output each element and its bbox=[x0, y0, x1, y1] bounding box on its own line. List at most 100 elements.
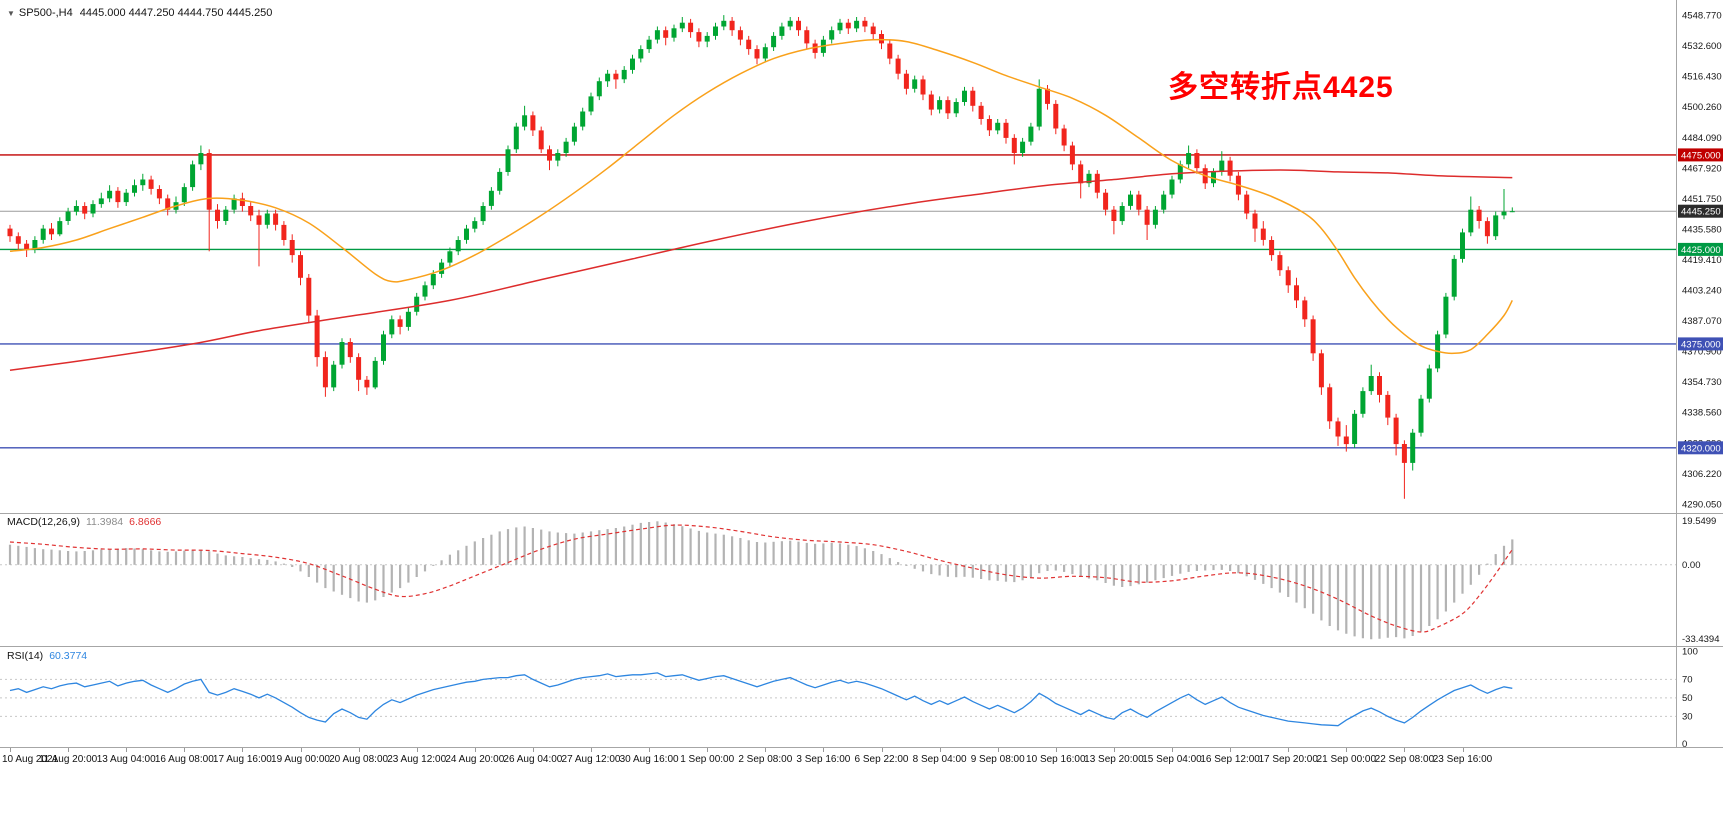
time-axis[interactable]: 10 Aug 2021 11 Aug 20:00 13 Aug 04:00 16 Au… bbox=[0, 748, 1723, 774]
candles-layer bbox=[7, 15, 1515, 499]
price-level-badge: 4445.250 bbox=[1678, 204, 1723, 218]
macd-signal-value: 6.8666 bbox=[129, 516, 162, 528]
time-axis-label: 3 Sep 16:00 bbox=[796, 754, 851, 765]
chart-annotation-text[interactable]: 多空转折点4425 bbox=[1168, 71, 1394, 104]
time-axis-label: 27 Aug 12:00 bbox=[561, 754, 621, 765]
time-axis-tick bbox=[765, 748, 767, 752]
time-axis-label: 21 Sep 00:00 bbox=[1316, 754, 1377, 765]
rsi-value: 60.3774 bbox=[49, 650, 88, 662]
time-axis-label: 20 Aug 08:00 bbox=[329, 754, 389, 765]
time-axis-tick bbox=[474, 748, 476, 752]
rsi-axis-label: 100 bbox=[1682, 647, 1698, 658]
price-axis-label: 4484.090 bbox=[1682, 133, 1722, 144]
time-axis-tick bbox=[416, 748, 418, 752]
time-axis-tick bbox=[68, 748, 70, 752]
macd-axis-label: 0.00 bbox=[1682, 560, 1701, 571]
price-chart-canvas[interactable]: 4548.770 4532.600 4516.430 4500.260 4484.090… bbox=[0, 0, 1723, 513]
price-axis-label: 4370.900 bbox=[1682, 347, 1722, 358]
time-axis-label: 17 Aug 16:00 bbox=[212, 754, 272, 765]
time-axis-label: 30 Aug 16:00 bbox=[619, 754, 679, 765]
time-axis-tick bbox=[184, 748, 186, 752]
macd-axis-label: -33.4394 bbox=[1682, 634, 1720, 645]
symbol-ohlc-label: ▼ SP500-,H4 4445.000 4447.250 4444.750 444… bbox=[7, 7, 272, 19]
time-axis-label: 9 Sep 08:00 bbox=[970, 754, 1025, 765]
time-axis-label: 1 Sep 00:00 bbox=[680, 754, 735, 765]
price-axis-label: 4500.260 bbox=[1682, 102, 1722, 113]
time-axis-tick bbox=[1055, 748, 1057, 752]
price-axis-label: 4419.410 bbox=[1682, 255, 1722, 266]
ma-fast-line bbox=[9, 38, 1513, 355]
rsi-axis-label: 70 bbox=[1682, 674, 1693, 685]
rsi-title: RSI(14) bbox=[7, 650, 44, 662]
pane-separator[interactable] bbox=[0, 513, 1723, 514]
price-axis-label: 4467.920 bbox=[1682, 163, 1722, 174]
pane-separator[interactable] bbox=[0, 646, 1723, 647]
time-axis-label: 13 Sep 20:00 bbox=[1084, 754, 1144, 765]
time-axis-label: 13 Aug 04:00 bbox=[96, 754, 156, 765]
price-axis-label: 4338.560 bbox=[1682, 408, 1722, 419]
rsi-pane-canvas[interactable]: 100 70 50 30 0 bbox=[0, 647, 1723, 747]
time-axis-label: 6 Sep 22:00 bbox=[854, 754, 909, 765]
time-axis-tick bbox=[707, 748, 709, 752]
rsi-axis-label: 30 bbox=[1682, 711, 1693, 722]
time-axis-tick bbox=[126, 748, 128, 752]
time-axis-tick bbox=[300, 748, 302, 752]
price-axis-label: 4354.730 bbox=[1682, 377, 1722, 388]
time-axis-label: 2 Sep 08:00 bbox=[738, 754, 793, 765]
time-axis-tick bbox=[1113, 748, 1115, 752]
price-axis-label: 4451.750 bbox=[1682, 194, 1722, 205]
price-axis-label: 4532.600 bbox=[1682, 41, 1722, 52]
time-axis-label: 24 Aug 20:00 bbox=[445, 754, 505, 765]
time-axis-label: 10 Aug 2021 bbox=[2, 754, 59, 765]
price-axis-label: 4306.220 bbox=[1682, 469, 1722, 480]
svg-text:4445.250: 4445.250 bbox=[1681, 207, 1721, 218]
symbol-dropdown-icon[interactable]: ▼ bbox=[7, 9, 15, 18]
time-axis-tick bbox=[1404, 748, 1406, 752]
rsi-axis-label: 0 bbox=[1682, 739, 1687, 747]
time-axis-tick bbox=[823, 748, 825, 752]
time-axis-tick bbox=[591, 748, 592, 752]
rsi-axis-label: 50 bbox=[1682, 693, 1693, 704]
time-axis-label: 26 Aug 04:00 bbox=[503, 754, 563, 765]
svg-text:4375.000: 4375.000 bbox=[1681, 339, 1721, 350]
macd-main-value: 11.3984 bbox=[85, 516, 124, 528]
time-axis-tick bbox=[358, 748, 360, 752]
time-axis-label: 23 Sep 16:00 bbox=[1432, 754, 1493, 765]
macd-pane-canvas[interactable]: 19.5499 0.00 -33.4394 bbox=[0, 514, 1723, 646]
macd-indicator-label: MACD(12,26,9) 11.3984 6.8666 bbox=[7, 516, 167, 528]
time-axis-label: 15 Sep 04:00 bbox=[1142, 754, 1202, 765]
time-axis-label: 8 Sep 04:00 bbox=[912, 754, 967, 765]
price-axis-label: 4387.070 bbox=[1682, 316, 1722, 327]
time-axis-tick bbox=[532, 748, 534, 752]
time-axis-tick bbox=[242, 748, 244, 752]
time-axis-label: 16 Sep 12:00 bbox=[1200, 754, 1260, 765]
time-axis-tick bbox=[939, 748, 941, 752]
time-axis-tick bbox=[10, 748, 11, 752]
pane-separator bbox=[0, 747, 1723, 748]
rsi-line bbox=[9, 672, 1513, 727]
price-axis-label: 4403.240 bbox=[1682, 286, 1722, 297]
time-axis-tick bbox=[1230, 748, 1232, 752]
svg-text:4320.000: 4320.000 bbox=[1681, 443, 1721, 454]
time-axis-tick bbox=[881, 748, 883, 752]
time-axis-tick bbox=[1462, 748, 1464, 752]
macd-title: MACD(12,26,9) bbox=[7, 516, 80, 528]
time-axis-tick bbox=[649, 748, 651, 752]
time-axis-label: 10 Sep 16:00 bbox=[1026, 754, 1086, 765]
price-axis-label: 4435.580 bbox=[1682, 224, 1722, 235]
price-axis-label: 4516.430 bbox=[1682, 72, 1722, 83]
macd-histogram bbox=[8, 521, 1514, 640]
time-axis-tick bbox=[997, 748, 999, 752]
time-axis-tick bbox=[1346, 748, 1348, 752]
ma-slow-line bbox=[9, 169, 1513, 372]
time-axis-tick bbox=[1172, 748, 1173, 752]
price-axis-label: 4548.770 bbox=[1682, 11, 1722, 22]
rsi-indicator-label: RSI(14) 60.3774 bbox=[7, 650, 93, 662]
price-scale-separator[interactable] bbox=[1676, 0, 1677, 748]
time-axis-label: 23 Aug 12:00 bbox=[387, 754, 447, 765]
time-axis-tick bbox=[1288, 748, 1290, 752]
svg-text:4425.000: 4425.000 bbox=[1681, 245, 1721, 256]
time-axis-label: 17 Sep 20:00 bbox=[1258, 754, 1318, 765]
symbol-name: SP500-,H4 bbox=[18, 7, 73, 19]
